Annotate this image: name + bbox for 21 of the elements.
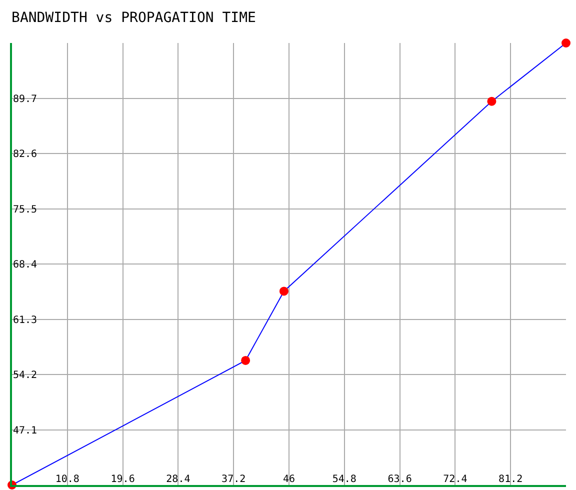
- point: [562, 38, 570, 48]
- point: [487, 96, 496, 106]
- chart-title: BANDWIDTH vs PROPAGATION TIME: [12, 10, 256, 26]
- y-tick-label: 61.3: [13, 314, 38, 326]
- x-tick-label: 54.8: [332, 474, 356, 485]
- x-tick-label: 63.6: [388, 474, 412, 485]
- x-tick-label: 46: [282, 474, 296, 485]
- x-tick-label: 28.4: [166, 474, 190, 485]
- x-tick-label: 72.4: [443, 474, 468, 485]
- x-tick-label: 19.6: [110, 474, 135, 485]
- y-tick-label: 89.7: [13, 94, 38, 105]
- x-tick-label: 37.2: [222, 474, 246, 485]
- x-tick-label: 10.8: [55, 474, 80, 485]
- point: [279, 286, 288, 296]
- y-tick-label: 82.6: [13, 149, 38, 160]
- y-tick-label: 47.1: [13, 425, 38, 436]
- point: [241, 356, 250, 365]
- y-tick-label: 75.5: [13, 204, 38, 216]
- y-tick-label: 68.4: [13, 260, 38, 270]
- x-tick-label: 81.2: [498, 474, 523, 485]
- y-tick-label: 54.2: [13, 370, 38, 381]
